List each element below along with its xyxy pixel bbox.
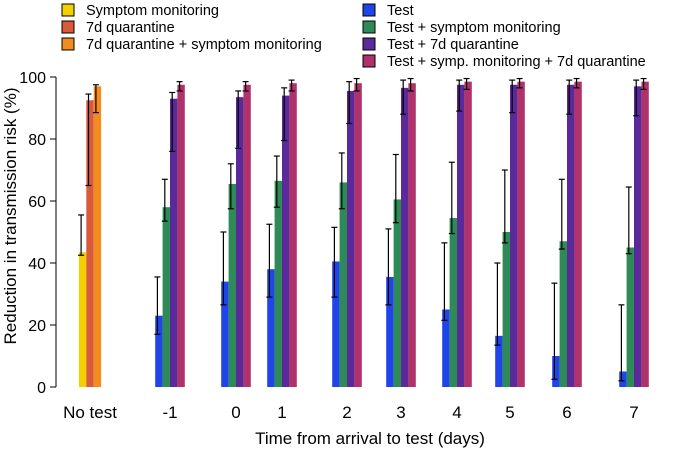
bar	[155, 315, 163, 387]
bar	[517, 81, 525, 388]
legend-label: Test + 7d quarantine	[387, 37, 519, 53]
bar	[552, 356, 560, 387]
legend-label: 7d quarantine	[86, 20, 175, 36]
bar	[177, 84, 185, 387]
legend-label: Test	[387, 3, 414, 19]
bar	[574, 81, 582, 388]
x-tick-label: 1	[277, 403, 286, 422]
y-tick-label: 40	[28, 256, 46, 273]
bar	[559, 241, 567, 387]
bar	[510, 84, 518, 387]
bar	[619, 371, 627, 387]
bar	[347, 90, 355, 387]
bar	[354, 83, 362, 387]
y-tick-label: 20	[28, 318, 46, 335]
x-tick-label: 7	[629, 403, 638, 422]
legend-label: Symptom monitoring	[86, 3, 219, 19]
bar	[93, 86, 102, 388]
y-axis-label: Reduction in transmission risk (%)	[1, 88, 20, 345]
legend-swatch	[362, 3, 376, 17]
legend-swatch	[61, 3, 75, 17]
legend-swatch	[362, 20, 376, 34]
y-tick-label: 60	[28, 194, 46, 211]
legend-label: Test + symp. monitoring + 7d quarantine	[387, 54, 646, 70]
y-tick-label: 0	[37, 380, 46, 397]
legend-swatch	[61, 37, 75, 51]
x-tick-label: 6	[562, 403, 571, 422]
y-tick-label: 80	[28, 132, 46, 149]
bar	[274, 180, 282, 387]
bar	[282, 95, 290, 387]
bar	[393, 199, 401, 387]
bar	[449, 218, 457, 387]
x-axis-label: Time from arrival to test (days)	[255, 429, 485, 448]
y-axis: 0 20 40 60 80 100	[19, 70, 57, 397]
legend-label: 7d quarantine + symptom monitoring	[86, 37, 322, 53]
x-axis: No test -1 0 1 2 3 4 5 6 7	[63, 403, 639, 422]
x-tick-label: 3	[396, 403, 405, 422]
bar	[634, 86, 642, 388]
bar	[221, 281, 229, 387]
bar	[332, 261, 340, 387]
x-tick-label: 5	[505, 403, 514, 422]
bar	[641, 81, 649, 388]
bar	[495, 335, 503, 387]
bar	[339, 182, 347, 387]
bar	[267, 269, 275, 387]
x-tick-label: 0	[231, 403, 240, 422]
legend-swatch	[362, 54, 376, 68]
bar	[86, 100, 94, 387]
bar	[567, 84, 575, 387]
x-tick-label: No test	[63, 403, 117, 422]
bar	[442, 309, 450, 387]
bar	[386, 276, 394, 387]
plot-area	[78, 77, 649, 388]
y-tick-label: 100	[19, 70, 46, 87]
bar	[289, 83, 297, 387]
x-tick-label: 2	[342, 403, 351, 422]
bar	[236, 97, 244, 388]
x-tick-label: 4	[452, 403, 461, 422]
bar	[457, 84, 465, 387]
bar	[78, 252, 87, 387]
bar	[626, 247, 634, 387]
bar	[243, 84, 251, 387]
bar	[502, 232, 510, 387]
bar	[401, 87, 409, 387]
bar	[408, 83, 416, 387]
legend-swatch	[61, 20, 75, 34]
bar	[228, 183, 236, 387]
bar	[464, 81, 472, 388]
bar	[170, 98, 178, 387]
legend-label: Test + symptom monitoring	[387, 20, 561, 36]
legend-swatch	[362, 37, 376, 51]
bar	[162, 207, 170, 387]
x-tick-label: -1	[162, 403, 177, 422]
